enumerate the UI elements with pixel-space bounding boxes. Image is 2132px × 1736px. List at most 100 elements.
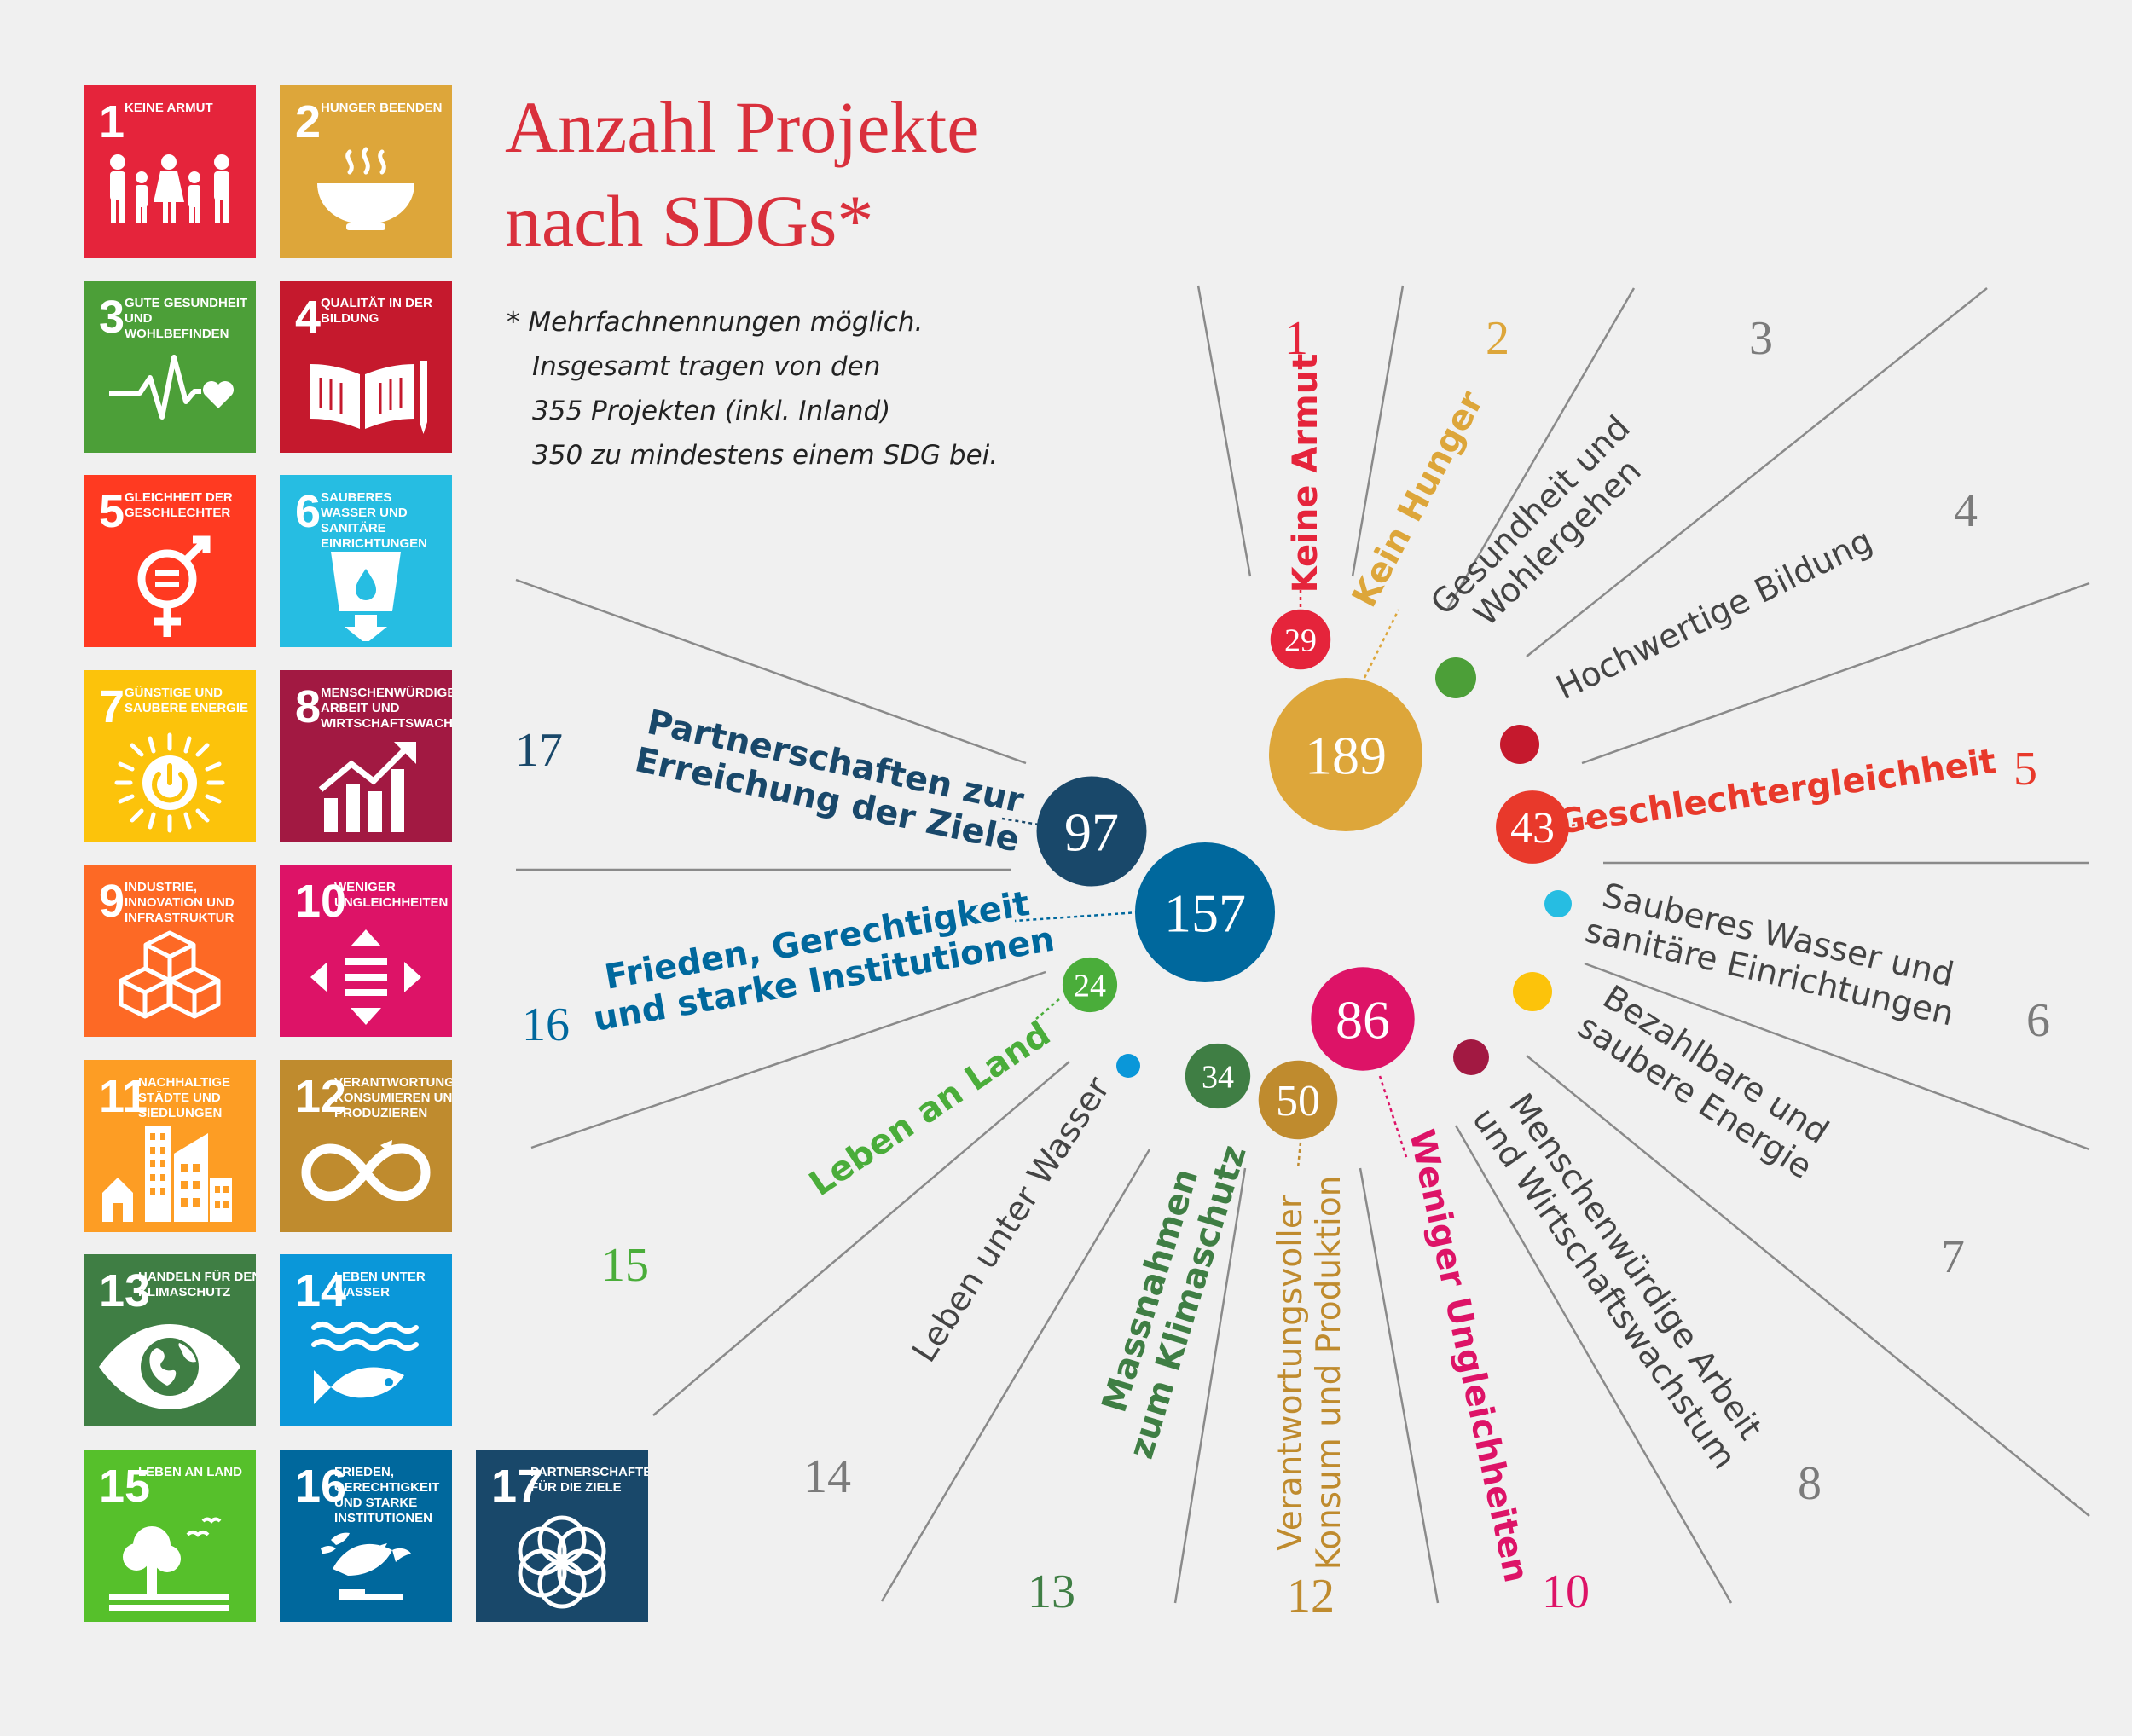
- city-icon: [84, 1120, 256, 1226]
- goal-label-17: Partnerschaften zurErreichung der Ziele: [632, 702, 1032, 860]
- goal-label-1: Keine Armut: [1286, 354, 1325, 593]
- sdg-tile-label: GLEICHHEIT DER GESCHLECHTER: [125, 490, 233, 520]
- dot-sdg-6: [1544, 890, 1572, 917]
- leader-line-sdg-2: [1363, 609, 1400, 679]
- sdg-tile-label: MENSCHENWÜRDIGE ARBEIT UND WIRTSCHAFTSWA…: [321, 686, 452, 731]
- bubble-sdg-16: [1134, 842, 1276, 983]
- sdg-tile-label: GUTE GESUNDHEIT UND WOHLBEFINDEN: [125, 296, 248, 341]
- sector-divider-14: [530, 970, 1046, 1149]
- heartbeat-icon: [84, 340, 256, 447]
- sdg-tile-number: 5: [99, 486, 125, 537]
- sdg-tile-1: 1 KEINE ARMUT: [84, 85, 256, 258]
- sdg-tile-label: HUNGER BEENDEN: [321, 101, 443, 115]
- sdg-tile-label: LEBEN UNTER WASSER: [334, 1270, 426, 1299]
- sdg-tile-9: 9 INDUSTRIE, INNOVATION UND INFRASTRUKTUR: [84, 865, 256, 1037]
- cubes-icon: [84, 924, 256, 1031]
- goal-label-16: Frieden, Gerechtigkeitund starke Institu…: [583, 881, 1057, 1039]
- sdg-tile-label: VERANTWORTUNGSVOLL KONSUMIEREN UND PRODU…: [334, 1075, 452, 1120]
- leader-line-sdg-15: [1035, 998, 1060, 1020]
- sdg-tile-number: 1: [99, 96, 125, 148]
- sdg-tile-number: 17: [491, 1461, 543, 1512]
- growth-chart-icon: [280, 730, 452, 836]
- sdg-tile-label: SAUBERES WASSER UND SANITÄRE EINRICHTUNG…: [321, 490, 428, 551]
- sun-power-icon: [84, 730, 256, 836]
- goal-number-10: 10: [1542, 1565, 1590, 1618]
- sdg-tile-number: 4: [295, 292, 322, 343]
- sdg-tile-number: 10: [295, 876, 347, 927]
- sector-divider-7: [1584, 962, 2090, 1151]
- infinity-icon: [280, 1120, 452, 1226]
- sdg-tile-number: 16: [295, 1461, 347, 1512]
- bowl-icon: [280, 145, 452, 252]
- equality-arrows-icon: [280, 924, 452, 1031]
- sector-divider-10: [1359, 1167, 1440, 1604]
- bubble-value-sdg-1: 29: [1284, 622, 1317, 658]
- sector-divider-11: [1173, 1167, 1247, 1604]
- sdg-tile-number: 7: [99, 681, 125, 732]
- chart-title: Anzahl Projekte nach SDGs*: [505, 80, 979, 268]
- sdg-tile-15: 15 LEBEN AN LAND: [84, 1450, 256, 1622]
- sdg-tile-number: 11: [99, 1071, 148, 1122]
- bubble-value-sdg-10: 86: [1335, 989, 1390, 1050]
- eye-globe-icon: [84, 1314, 256, 1421]
- goal-label-12-line-1: Verantwortungsvoller: [1272, 1194, 1310, 1551]
- footnote-line-4: 350 zu mindestens einem SDG bei.: [532, 440, 999, 471]
- sector-divider-4: [1526, 287, 1988, 657]
- footnote-line-1: * Mehrfachnennungen möglich.: [507, 307, 924, 338]
- sdg-tile-number: 14: [295, 1265, 347, 1316]
- sdg-tile-label: INDUSTRIE, INNOVATION UND INFRASTRUKTUR: [125, 880, 235, 925]
- bubble-value-sdg-2: 189: [1305, 725, 1387, 785]
- goal-label-12: VerantwortungsvollerKonsum und Produktio…: [1272, 1176, 1348, 1571]
- sdg-tile-8: 8 MENSCHENWÜRDIGE ARBEIT UND WIRTSCHAFTSW…: [280, 670, 452, 842]
- dove-icon: [280, 1509, 452, 1616]
- sdg-tile-label: PARTNERSCHAFTEN FÜR DIE ZIELE: [530, 1465, 648, 1495]
- sdg-tile-13: 13 HANDELN FÜR DEN KLIMASCHUTZ: [84, 1254, 256, 1426]
- sector-divider-2: [1351, 285, 1405, 577]
- sector-divider-1: [1196, 285, 1252, 577]
- goal-number-3: 3: [1749, 312, 1773, 365]
- goal-number-5: 5: [2013, 743, 2037, 796]
- sdg-tile-number: 2: [295, 96, 322, 148]
- bubble-value-sdg-16: 157: [1164, 882, 1246, 943]
- leader-line-sdg-10: [1378, 1075, 1409, 1160]
- bubble-sdg-13: [1185, 1043, 1251, 1109]
- bubble-sdg-5: [1496, 790, 1569, 864]
- book-icon: [280, 340, 452, 447]
- dot-sdg-8: [1453, 1039, 1489, 1075]
- sector-divider-16: [515, 578, 1027, 765]
- goal-number-8: 8: [1798, 1457, 1822, 1510]
- dot-sdg-7: [1513, 972, 1552, 1011]
- goal-label-5: Geschlechtergleichheit: [1555, 742, 1998, 842]
- tree-icon: [84, 1509, 256, 1616]
- goal-number-17: 17: [515, 724, 563, 777]
- sdg-tile-7: 7 GÜNSTIGE UND SAUBERE ENERGIE: [84, 670, 256, 842]
- goal-label-8-line-2: und Wirtschaftswachstum: [1464, 1101, 1743, 1476]
- sdg-tile-number: 3: [99, 292, 125, 343]
- sdg-tile-number: 15: [99, 1461, 151, 1512]
- title-line-2: nach SDGs*: [505, 180, 874, 262]
- sdg-tile-11: 11 NACHHALTIGE STÄDTE UND SIEDLUNGEN: [84, 1060, 256, 1232]
- bubble-sdg-2: [1269, 678, 1422, 831]
- goal-number-15: 15: [601, 1239, 649, 1292]
- sdg-tile-label: NACHHALTIGE STÄDTE UND SIEDLUNGEN: [138, 1075, 231, 1120]
- bubble-sdg-12: [1258, 1060, 1338, 1140]
- goal-number-13: 13: [1028, 1565, 1075, 1618]
- sdg-tile-16: 16 FRIEDEN, GERECHTIGKEIT UND STARKE INST…: [280, 1450, 452, 1622]
- sector-divider-9: [1454, 1125, 1733, 1604]
- goal-number-6: 6: [2026, 994, 2050, 1047]
- sdg-tile-number: 13: [99, 1265, 151, 1316]
- sdg-tile-number: 8: [295, 681, 322, 732]
- goal-label-12-line-2: Konsum und Produktion: [1310, 1176, 1348, 1571]
- bubble-sdg-15: [1062, 957, 1118, 1013]
- sdg-tile-label: LEBEN AN LAND: [138, 1465, 242, 1479]
- goal-number-7: 7: [1941, 1230, 1965, 1283]
- goal-label-4: Hochwertige Bildung: [1550, 522, 1879, 708]
- leader-line-sdg-16: [1014, 911, 1139, 923]
- sdg-tile-12: 12VERANTWORTUNGSVOLL KONSUMIEREN UND PRO…: [280, 1060, 452, 1232]
- sdg-tile-label: HANDELN FÜR DEN KLIMASCHUTZ: [138, 1270, 256, 1299]
- sdg-tile-number: 6: [295, 486, 322, 537]
- bubble-value-sdg-13: 34: [1202, 1059, 1234, 1095]
- fish-icon: [280, 1314, 452, 1421]
- footnote-line-3: 355 Projekten (inkl. Inland): [532, 396, 891, 426]
